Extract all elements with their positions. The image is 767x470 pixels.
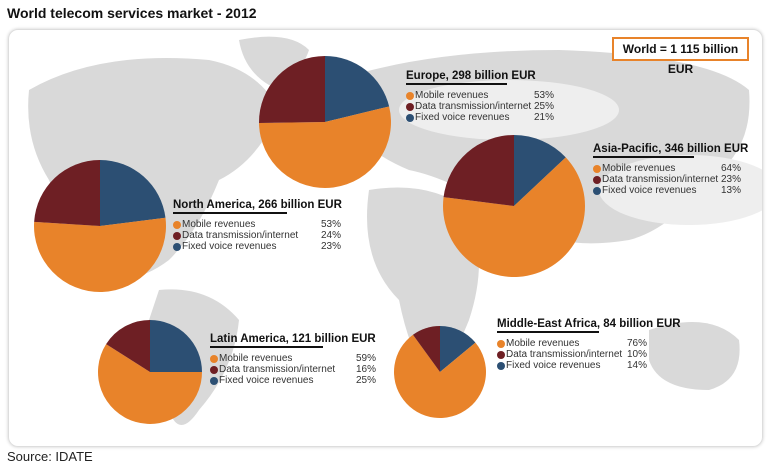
legend-row-mobile: Mobile revenues 59% (210, 353, 376, 364)
legend-percent: 64% (720, 163, 741, 174)
legend-row-fixed: Fixed voice revenues 23% (173, 241, 341, 252)
legend-percent: 76% (626, 338, 647, 349)
legend-label: Fixed voice revenues (182, 241, 277, 252)
legend-middle-east-africa: Middle-East Africa, 84 billion EUR Mobil… (497, 318, 681, 371)
legend-row-fixed: Fixed voice revenues 14% (497, 360, 647, 371)
pie-slice-middle-east-africa-fixed (440, 326, 476, 372)
pie-slice-europe-fixed (325, 56, 390, 122)
legend-label: Fixed voice revenues (415, 112, 510, 123)
world-total-box: World = 1 115 billion EUR (612, 37, 749, 76)
legend-percent: 25% (355, 375, 376, 386)
legend-label: Fixed voice revenues (506, 360, 601, 371)
fixed-dot-icon (406, 113, 414, 122)
legend-label: Data transmission/internet (602, 174, 719, 185)
legend-percent: 10% (626, 349, 647, 360)
legend-label: Mobile revenues (506, 338, 580, 349)
pie-slice-latin-america-fixed (150, 320, 202, 372)
legend-percent: 23% (320, 241, 341, 252)
mobile-dot-icon (173, 220, 181, 229)
region-title: Latin America, 121 billion EUR (210, 333, 376, 348)
data-dot-icon (210, 365, 218, 374)
legend-row-fixed: Fixed voice revenues 25% (210, 375, 376, 386)
legend-row-mobile: Mobile revenues 53% (173, 219, 341, 230)
mobile-dot-icon (593, 164, 601, 173)
legend-row-data: Data transmission/internet 16% (210, 364, 376, 375)
legend-label: Mobile revenues (182, 219, 256, 230)
legend-label: Fixed voice revenues (219, 375, 314, 386)
pie-slice-europe-mobile (259, 106, 391, 188)
legend-row-mobile: Mobile revenues 64% (593, 163, 741, 174)
legend-latin-america: Latin America, 121 billion EUR Mobile re… (210, 333, 376, 386)
fixed-dot-icon (497, 361, 505, 370)
fixed-dot-icon (173, 242, 181, 251)
pie-slice-asia-pacific-data (443, 135, 514, 206)
data-dot-icon (173, 231, 181, 240)
legend-label: Data transmission/internet (415, 101, 532, 112)
pie-slice-asia-pacific-mobile (442, 157, 585, 277)
map-australia (649, 322, 740, 390)
legend-row-data: Data transmission/internet 10% (497, 349, 647, 360)
legend-row-data: Data transmission/internet 23% (593, 174, 741, 185)
legend-row-mobile: Mobile revenues 53% (406, 90, 554, 101)
mobile-dot-icon (210, 354, 218, 363)
pie-slice-asia-pacific-fixed (514, 135, 566, 206)
pie-slice-north-america-mobile (33, 217, 167, 293)
data-dot-icon (593, 175, 601, 184)
legend-percent: 53% (533, 90, 554, 101)
pie-slice-europe-data (259, 56, 325, 124)
legend-label: Mobile revenues (415, 90, 489, 101)
fixed-dot-icon (593, 186, 601, 195)
mobile-dot-icon (497, 339, 505, 348)
region-title: Asia-Pacific, 346 billion EUR (593, 143, 749, 158)
legend-row-mobile: Mobile revenues 76% (497, 338, 647, 349)
region-title: Middle-East Africa, 84 billion EUR (497, 318, 681, 333)
legend-row-data: Data transmission/internet 24% (173, 230, 341, 241)
mobile-dot-icon (406, 91, 414, 100)
pie-slice-north-america-fixed (100, 160, 166, 226)
legend-percent: 53% (320, 219, 341, 230)
legend-percent: 23% (720, 174, 741, 185)
legend-row-fixed: Fixed voice revenues 21% (406, 112, 554, 123)
legend-percent: 16% (355, 364, 376, 375)
legend-label: Data transmission/internet (506, 349, 623, 360)
legend-percent: 25% (533, 101, 554, 112)
legend-percent: 21% (533, 112, 554, 123)
legend-label: Data transmission/internet (182, 230, 299, 241)
pie-slice-middle-east-africa-mobile (394, 334, 487, 419)
data-dot-icon (497, 350, 505, 359)
legend-row-data: Data transmission/internet 25% (406, 101, 554, 112)
legend-north-america: North America, 266 billion EUR Mobile re… (173, 199, 342, 252)
pie-slice-latin-america-data (106, 320, 150, 372)
fixed-dot-icon (210, 376, 218, 385)
region-title: Europe, 298 billion EUR (406, 70, 554, 85)
pie-slice-latin-america-mobile (98, 344, 202, 424)
source-note: Source: IDATE (7, 449, 93, 464)
legend-percent: 13% (720, 185, 741, 196)
region-title: North America, 266 billion EUR (173, 199, 342, 214)
legend-europe: Europe, 298 billion EUR Mobile revenues … (406, 70, 554, 123)
legend-label: Mobile revenues (602, 163, 676, 174)
legend-percent: 14% (626, 360, 647, 371)
legend-label: Data transmission/internet (219, 364, 336, 375)
chart-title: World telecom services market - 2012 (7, 5, 257, 21)
legend-label: Fixed voice revenues (602, 185, 697, 196)
pie-slice-north-america-data (34, 160, 101, 226)
data-dot-icon (406, 102, 414, 111)
pie-slice-middle-east-africa-data (412, 326, 440, 372)
legend-percent: 59% (355, 353, 376, 364)
legend-asia-pacific: Asia-Pacific, 346 billion EUR Mobile rev… (593, 143, 749, 196)
legend-percent: 24% (320, 230, 341, 241)
legend-row-fixed: Fixed voice revenues 13% (593, 185, 741, 196)
legend-label: Mobile revenues (219, 353, 293, 364)
